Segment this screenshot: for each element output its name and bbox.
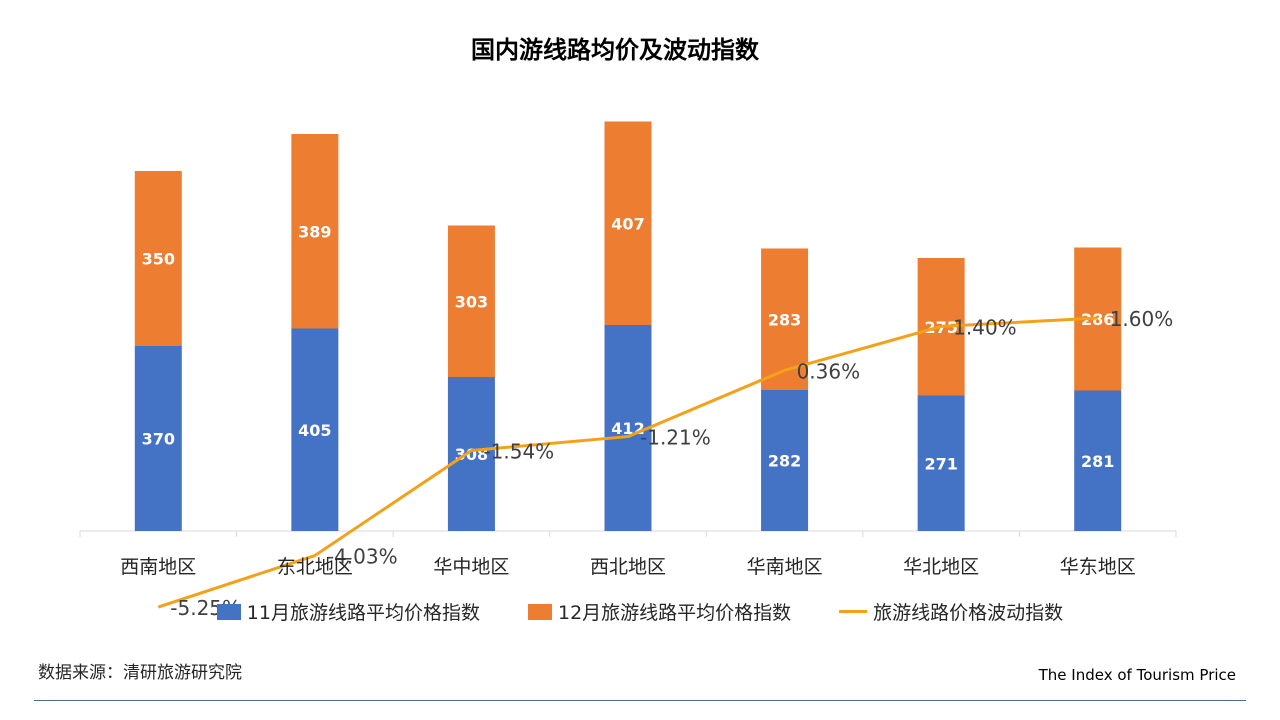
legend-label-nov: 11月旅游线路平均价格指数 (246, 602, 480, 624)
legend-item-dec: 12月旅游线路平均价格指数 (527, 598, 792, 625)
x-axis-ticks (79, 531, 1177, 537)
bar-nov (604, 325, 652, 531)
bar-label-dec: 283 (768, 310, 801, 329)
bar-label-dec: 350 (142, 250, 175, 269)
bar-label-nov: 405 (298, 421, 331, 440)
bar-label-dec: 389 (298, 222, 331, 241)
legend: 11月旅游线路平均价格指数 12月旅游线路平均价格指数 旅游线路价格波动指数 (0, 598, 1280, 625)
category-label: 华北地区 (903, 556, 979, 578)
bar-label-nov: 271 (924, 454, 957, 473)
category-label: 西北地区 (590, 556, 666, 578)
legend-item-fluctuation: 旅游线路价格波动指数 (839, 598, 1063, 625)
legend-label-fluctuation: 旅游线路价格波动指数 (873, 602, 1064, 624)
category-label: 西南地区 (120, 556, 196, 578)
bar-nov (291, 328, 339, 531)
bar-nov (917, 395, 965, 531)
line-data-label: -1.21% (640, 426, 711, 450)
legend-swatch-line (839, 610, 868, 613)
line-data-label: 0.36% (797, 359, 861, 383)
legend-swatch-blue (216, 603, 241, 620)
footer-brand: The Index of Tourism Price (1038, 666, 1236, 684)
bar-nov (134, 346, 182, 531)
bar-label-nov: 282 (768, 452, 801, 471)
category-label: 华中地区 (433, 556, 509, 578)
bars-group: 3703504053893083034124072822832712752812… (134, 121, 1122, 531)
bar-nov (447, 377, 495, 531)
bar-label-nov: 370 (142, 430, 175, 449)
category-labels: 西南地区 东北地区 华中地区 西北地区 华南地区 华北地区 华东地区 (120, 556, 1135, 578)
bar-label-nov: 281 (1081, 452, 1114, 471)
category-label: 华南地区 (747, 556, 823, 578)
bar-dec (134, 171, 182, 346)
bar-dec (604, 121, 652, 325)
chart-title: 国内游线路均价及波动指数 (471, 36, 759, 64)
line-data-label: 1.40% (953, 315, 1017, 339)
fluctuation-line (157, 316, 1098, 609)
legend-swatch-orange (527, 603, 552, 620)
footer-divider (34, 700, 1246, 701)
legend-item-nov: 11月旅游线路平均价格指数 (216, 598, 480, 625)
source-note: 数据来源：清研旅游研究院 (38, 663, 242, 683)
bar-dec (447, 225, 495, 377)
line-data-label: -1.54% (483, 439, 554, 463)
line-layer: -5.25%-4.03%-1.54%-1.21%0.36%1.40% 1.60% (157, 307, 1174, 620)
bar-label-dec: 407 (611, 214, 644, 233)
bar-label-dec: 303 (455, 292, 488, 311)
bar-dec (291, 134, 339, 329)
line-data-label: 1.60% (1110, 307, 1174, 331)
legend-label-dec: 12月旅游线路平均价格指数 (557, 602, 792, 624)
category-label: 华东地区 (1060, 556, 1136, 578)
line-data-label: -4.03% (327, 545, 398, 569)
category-label: 东北地区 (277, 556, 353, 578)
bar-nov (761, 390, 809, 531)
bar-label-dec: 286 (1081, 310, 1114, 329)
bar-nov (1074, 390, 1122, 531)
